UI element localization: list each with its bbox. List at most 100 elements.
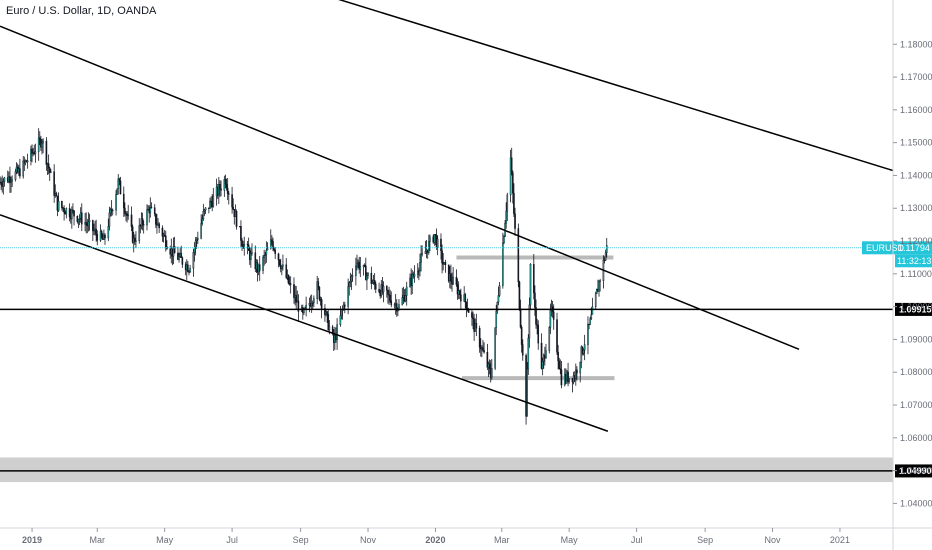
candle-body: [534, 292, 536, 308]
candle-body: [576, 369, 578, 374]
candle-body: [258, 264, 261, 271]
candle-body: [604, 252, 607, 261]
candle-body: [456, 284, 459, 295]
x-tick-label: May: [561, 535, 579, 545]
candle-body: [560, 369, 563, 386]
candle-body: [187, 264, 189, 272]
candle-body: [491, 368, 493, 378]
y-tick-label: 1.16000: [900, 105, 932, 115]
candle-body: [440, 238, 442, 251]
y-tick-label: 1.15000: [900, 138, 932, 148]
x-tick-label: Nov: [765, 535, 782, 545]
candle-body: [533, 264, 535, 294]
candle-body: [34, 151, 37, 154]
candle-body: [506, 194, 509, 212]
candle-body: [460, 294, 462, 302]
x-tick-label: Mar: [494, 535, 510, 545]
candle-body: [50, 171, 52, 173]
candle-body: [589, 318, 591, 325]
y-tick-label: 1.11000: [900, 269, 932, 279]
candle-body: [355, 265, 357, 276]
y-tick-label: 1.08000: [900, 367, 932, 377]
candle-body: [527, 337, 530, 370]
candle-body: [193, 247, 196, 253]
y-tick-label: 1.18000: [900, 39, 932, 49]
y-tick-label: 1.07000: [900, 400, 932, 410]
candle-body: [293, 284, 295, 298]
candle-body: [587, 323, 589, 345]
candle-body: [441, 250, 443, 264]
candle-body: [328, 326, 331, 330]
candle-body: [0, 181, 2, 185]
candle-body: [282, 264, 284, 267]
candle-body: [559, 368, 562, 370]
candle-body: [370, 272, 373, 284]
candle-body: [498, 285, 501, 296]
candle-body: [339, 315, 342, 325]
candle-body: [3, 177, 6, 182]
symbol-name-label: EURUSD: [866, 243, 905, 253]
candle-body: [72, 209, 74, 212]
candle-body: [348, 282, 351, 287]
x-tick-label: Jul: [226, 535, 238, 545]
candle-body: [382, 286, 385, 293]
candle-body: [313, 298, 315, 303]
candle-body: [115, 194, 117, 211]
candle-body: [109, 209, 112, 214]
candle-body: [178, 256, 180, 260]
candle-body: [374, 283, 377, 290]
candle-body: [349, 280, 352, 284]
candle-body: [111, 209, 114, 212]
candle-body: [31, 148, 33, 154]
candle-body: [388, 294, 390, 296]
candle-body: [202, 210, 205, 220]
candle-body: [250, 253, 252, 260]
candle-body: [163, 234, 166, 237]
candle-body: [57, 201, 60, 211]
annotations-layer: 1.09915 1.04990: [0, 0, 932, 478]
horizontal-line-tag-1: [895, 464, 932, 478]
candle-body: [153, 207, 156, 215]
candle-body: [556, 319, 558, 353]
candle-body: [119, 180, 122, 195]
candle-body: [541, 361, 544, 369]
candle-body: [149, 206, 152, 214]
last-price-label: 1.11794: [898, 243, 930, 253]
candle-body: [158, 223, 160, 229]
candle-body: [520, 327, 523, 345]
candle-body: [218, 184, 220, 196]
candle-body: [254, 252, 257, 270]
candle-body: [514, 213, 516, 229]
trendline-0: [0, 25, 800, 350]
candle-body: [197, 237, 199, 240]
candle-body: [336, 324, 338, 340]
x-tick-label: May: [156, 535, 174, 545]
y-tick-label: 1.06000: [900, 433, 932, 443]
horizontal-line-label-0: 1.09915: [899, 304, 932, 314]
candle-body: [393, 304, 396, 306]
candle-body: [226, 188, 229, 194]
candle-body: [100, 231, 103, 237]
candle-body: [45, 140, 48, 165]
candle-body: [96, 233, 99, 241]
candle-body: [356, 263, 358, 267]
candles-layer: [0, 128, 608, 425]
countdown-label: 11:32:13: [897, 256, 931, 266]
candle-body: [387, 290, 389, 295]
candle-body: [22, 160, 25, 177]
candle-body: [418, 270, 420, 272]
candle-body: [104, 234, 106, 239]
candle-body: [78, 218, 81, 220]
candle-body: [273, 248, 275, 251]
candle-body: [558, 360, 561, 369]
candle-body: [517, 228, 520, 283]
candle-body: [483, 350, 485, 353]
candle-body: [85, 222, 88, 225]
candle-body: [390, 300, 393, 306]
candle-body: [598, 281, 600, 292]
candle-body: [240, 225, 242, 241]
candle-body: [63, 208, 65, 213]
candle-body: [434, 234, 437, 236]
